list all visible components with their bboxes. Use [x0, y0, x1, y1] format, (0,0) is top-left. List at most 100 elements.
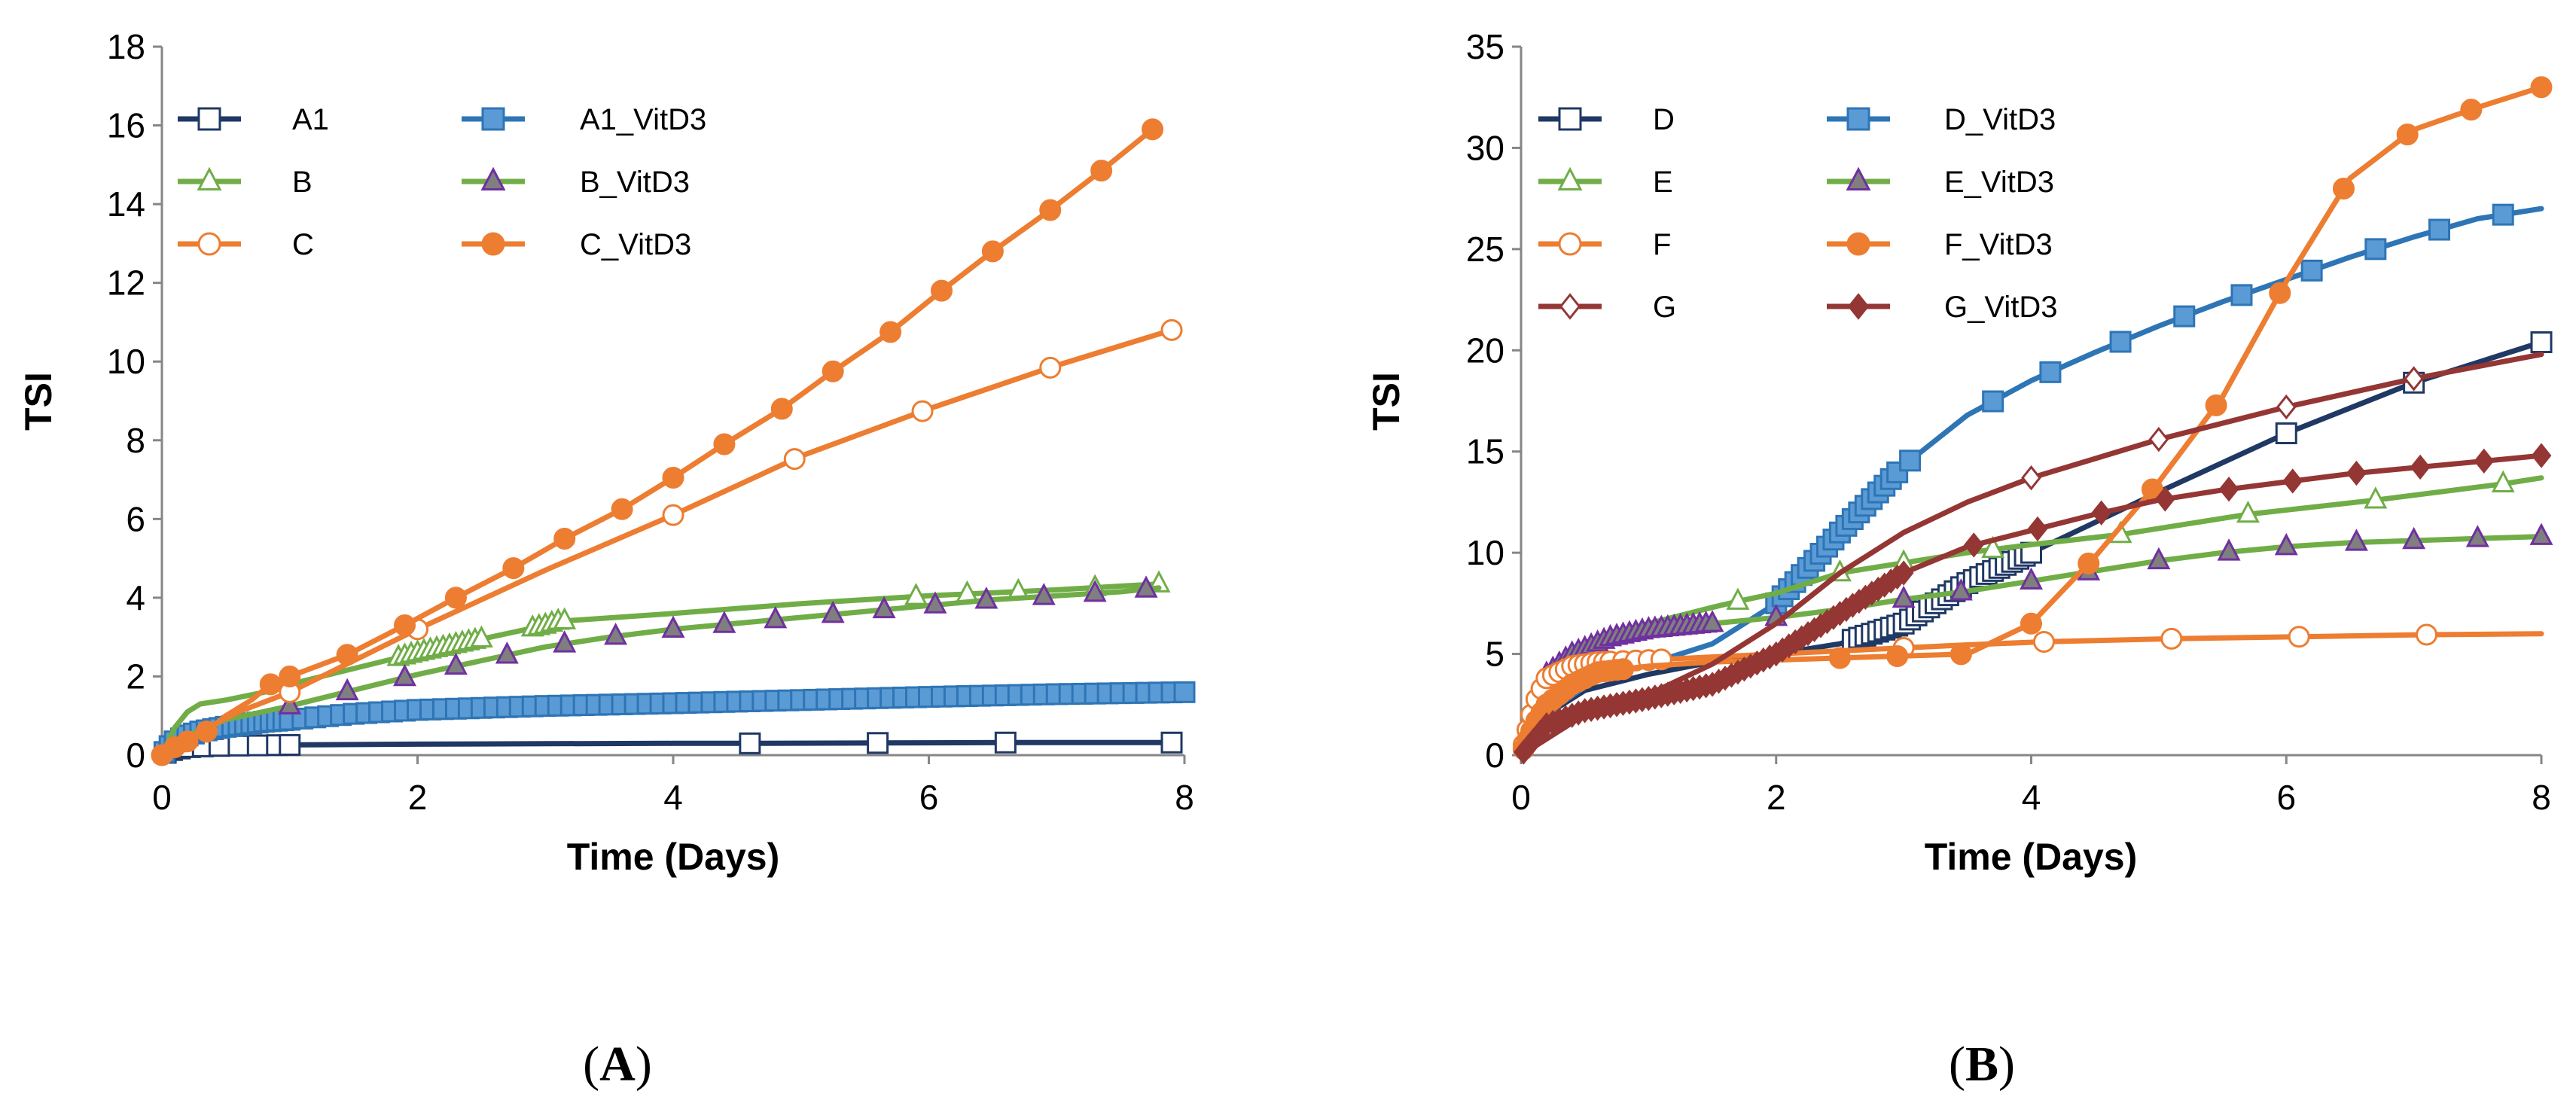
data-point [2218, 477, 2239, 502]
data-point [2147, 547, 2171, 570]
data-point [2205, 394, 2227, 416]
data-point [2032, 630, 2055, 653]
data-point [2491, 470, 2515, 492]
data-point [923, 591, 947, 614]
x-axis-label: Time (Days) [567, 836, 780, 878]
series-f-vitd3 [1512, 76, 2553, 760]
data-point [195, 721, 218, 743]
series-line [159, 126, 1156, 758]
data-point [904, 583, 928, 605]
data-point [981, 240, 1004, 263]
data-point [259, 673, 282, 696]
legend-marker [1559, 293, 1581, 320]
data-point [2078, 552, 2100, 574]
legend-label: C_VitD3 [580, 228, 691, 261]
data-point [278, 692, 302, 715]
data-point [1160, 318, 1183, 341]
data-point [553, 527, 576, 550]
legend-label: F_VitD3 [1944, 228, 2053, 261]
data-point [495, 641, 519, 664]
x-tick-label: 0 [152, 778, 172, 817]
data-point [1134, 575, 1158, 598]
data-point [2530, 76, 2553, 99]
legend-item: D_VitD3 [1827, 103, 2056, 136]
data-point [1612, 658, 1634, 681]
data-point [553, 607, 577, 629]
data-point [227, 734, 250, 757]
y-tick-label: 25 [1466, 230, 1504, 269]
data-point [1963, 532, 1984, 558]
data-point [2217, 538, 2241, 561]
data-point [2465, 525, 2489, 547]
legend-label: C [292, 228, 314, 261]
data-point [2154, 486, 2175, 512]
data-point [2173, 305, 2196, 328]
data-point [1950, 643, 1972, 666]
legend-label: A1 [292, 103, 329, 136]
x-tick-label: 4 [2022, 778, 2041, 817]
series-e-vitd3 [1515, 523, 2553, 758]
data-point [502, 557, 525, 580]
data-point [783, 448, 806, 471]
y-tick-label: 35 [1466, 27, 1504, 66]
data-point [2332, 177, 2355, 200]
data-point [1039, 199, 1062, 221]
legend-label: B_VitD3 [580, 166, 690, 199]
data-point [2021, 465, 2041, 491]
legend-item: C [178, 228, 314, 261]
legend-marker [481, 232, 505, 256]
data-point [2236, 500, 2260, 523]
data-point [1828, 647, 1851, 669]
data-point [444, 652, 468, 675]
legend-marker [480, 166, 506, 190]
data-point [2274, 532, 2298, 556]
legend-marker [1846, 107, 1870, 131]
legend-label: E_VitD3 [1944, 166, 2054, 199]
x-tick-label: 6 [919, 778, 939, 817]
data-point [1142, 118, 1164, 141]
legend-item: B [178, 166, 312, 199]
data-point [662, 466, 684, 489]
legend-marker [1558, 232, 1582, 256]
data-point [2269, 282, 2291, 304]
data-point [336, 644, 358, 666]
panel-label-a: (A) [583, 1037, 652, 1092]
legend-item: E_VitD3 [1827, 166, 2054, 199]
data-point [2492, 203, 2514, 226]
data-point [2364, 486, 2388, 509]
data-point [2346, 460, 2367, 486]
data-point [1032, 583, 1056, 605]
data-point [2300, 259, 2323, 282]
data-point [2020, 612, 2042, 635]
data-point [1700, 610, 1724, 632]
legend-item: F_VitD3 [1827, 228, 2053, 261]
data-point [867, 732, 889, 754]
y-tick-label: 10 [1466, 533, 1504, 572]
data-point [2288, 626, 2310, 648]
y-tick-label: 30 [1466, 128, 1504, 167]
data-point [1090, 160, 1113, 182]
data-point [1899, 449, 1922, 472]
data-point [1083, 579, 1107, 602]
legend-marker [1846, 166, 1871, 190]
y-tick-label: 15 [1466, 432, 1504, 471]
x-tick-label: 2 [408, 778, 428, 817]
legend-item: F [1538, 228, 1671, 261]
data-point [2109, 331, 2132, 353]
data-point [713, 433, 736, 456]
legend-label: G_VitD3 [1944, 291, 2057, 324]
data-point [661, 615, 685, 638]
chart-panel-a: 0 2 4 6 8 10 12 14 16 18 0 2 4 6 8 TSI Time (Days) A1 A1_V… [17, 27, 1196, 878]
data-point [911, 400, 934, 422]
data-point [2364, 238, 2387, 261]
legend-label: F [1653, 228, 1671, 261]
data-point [176, 730, 199, 753]
legend-marker [1847, 293, 1870, 320]
legend-label: B [292, 166, 312, 199]
chart-panel-b: 0 5 10 15 20 25 30 35 0 2 4 6 8 TSI Time (Days) D D_VitD… [1365, 27, 2553, 878]
data-point [2039, 361, 2062, 383]
legend-marker [197, 232, 221, 256]
legend-marker [1846, 232, 1870, 256]
legend-item: E [1538, 166, 1673, 199]
y-tick-label: 12 [107, 264, 145, 303]
